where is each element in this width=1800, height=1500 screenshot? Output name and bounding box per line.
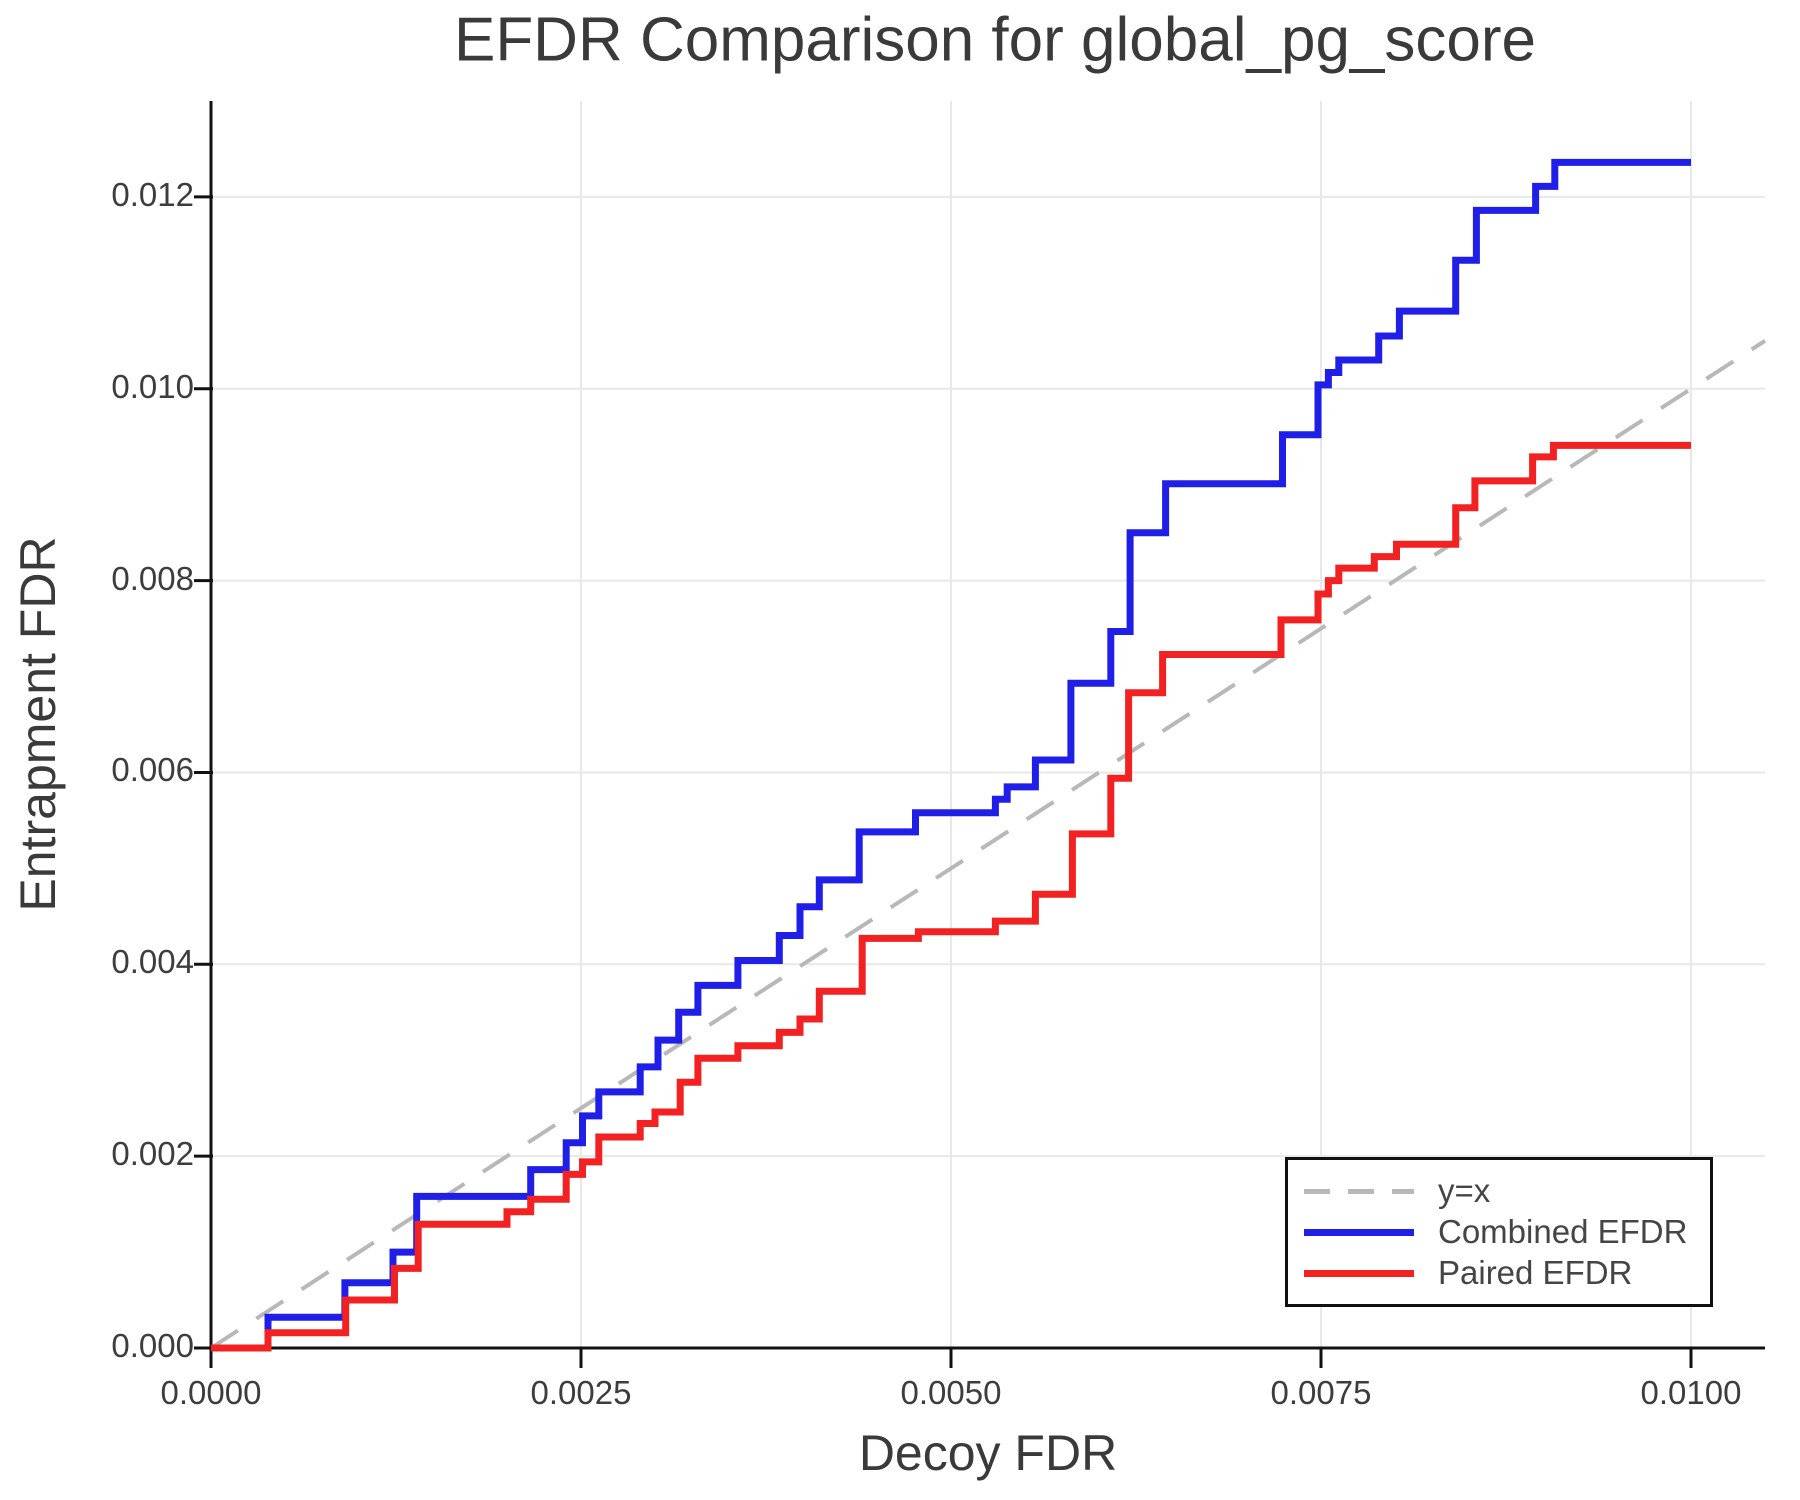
- x-tick-label: 0.0050: [900, 1374, 1002, 1411]
- paired-line-swatch: [1304, 1269, 1414, 1277]
- series-line-combined-efdr: [211, 158, 1691, 1352]
- x-tick-label: 0.0025: [530, 1374, 632, 1411]
- x-tick-label: 0.0100: [1640, 1374, 1742, 1411]
- combined-line-swatch: [1304, 1228, 1414, 1236]
- legend-entry-combined: Combined EFDR: [1288, 1213, 1710, 1251]
- x-tick-label: 0.0000: [160, 1374, 262, 1411]
- legend-label: Combined EFDR: [1438, 1213, 1688, 1250]
- reference-line-y-equals-x: [209, 339, 1767, 1350]
- chart-title: EFDR Comparison for global_pg_score: [453, 5, 1537, 75]
- x-axis-label: Decoy FDR: [858, 1425, 1118, 1481]
- y-tick-label: 0.010: [111, 367, 194, 405]
- legend: y=x Combined EFDR Paired EFDR: [1285, 1157, 1713, 1307]
- y-tick-label: 0.004: [111, 943, 194, 981]
- dashed-line-swatch: [1304, 1188, 1414, 1194]
- y-tick-label: 0.000: [111, 1327, 194, 1364]
- y-tick-label: 0.008: [111, 559, 194, 597]
- legend-label: Paired EFDR: [1438, 1254, 1633, 1291]
- legend-entry-reference: y=x: [1288, 1172, 1710, 1210]
- legend-label: y=x: [1438, 1172, 1491, 1209]
- y-tick-label: 0.012: [111, 175, 194, 213]
- x-tick-label: 0.0075: [1270, 1374, 1372, 1411]
- series-line-paired-efdr: [211, 441, 1691, 1352]
- y-tick-label: 0.002: [111, 1135, 194, 1173]
- y-tick-label: 0.006: [111, 751, 194, 789]
- legend-entry-paired: Paired EFDR: [1288, 1254, 1710, 1292]
